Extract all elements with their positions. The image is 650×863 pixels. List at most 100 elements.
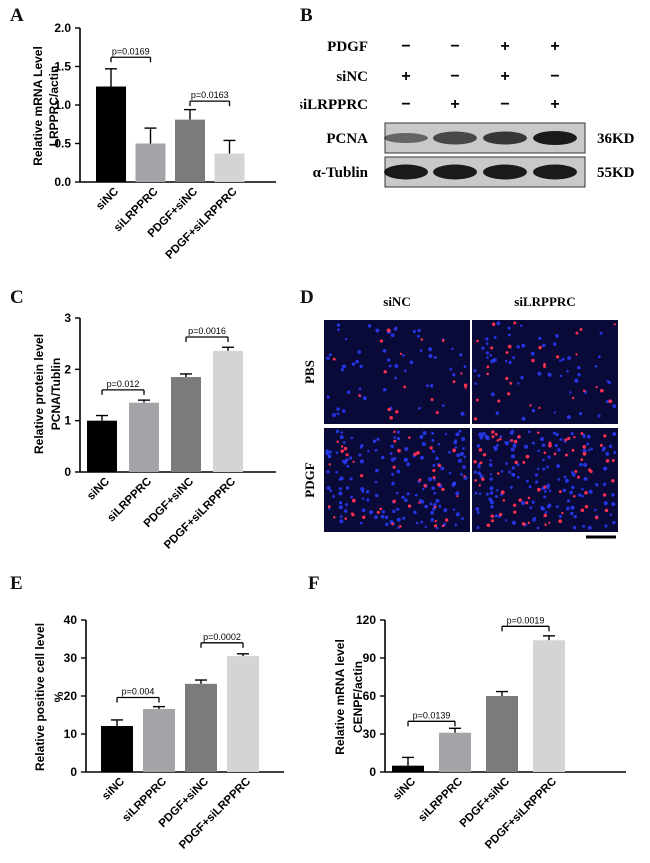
bar <box>486 696 518 772</box>
nucleus-dot <box>475 507 480 511</box>
nucleus-dot <box>406 462 411 467</box>
nucleus-dot <box>336 407 340 411</box>
positive-cell-dot <box>386 328 391 333</box>
positive-cell-dot <box>490 346 494 350</box>
positive-cell-dot <box>392 465 396 469</box>
nucleus-dot <box>529 506 533 510</box>
blot-sign: + <box>500 38 509 55</box>
positive-cell-dot <box>403 385 407 389</box>
nucleus-dot <box>413 510 417 515</box>
positive-cell-dot <box>506 392 511 396</box>
blot-protein-label: α-Tublin <box>313 165 369 181</box>
nucleus-dot <box>326 486 331 491</box>
nucleus-dot <box>516 345 520 349</box>
bar <box>213 350 243 472</box>
nucleus-dot <box>394 364 399 368</box>
positive-cell-dot <box>595 386 598 389</box>
x-tick-label: siNC <box>85 476 112 503</box>
positive-cell-dot <box>490 514 495 518</box>
nucleus-dot <box>489 486 494 491</box>
positive-cell-dot <box>482 453 487 457</box>
nucleus-dot <box>481 432 486 436</box>
positive-cell-dot <box>536 487 541 492</box>
micrograph-row-label: PBS <box>302 360 317 384</box>
x-tick-label: siLRPPRC <box>416 776 465 825</box>
nucleus-dot <box>531 500 535 504</box>
positive-cell-dot <box>441 339 445 342</box>
nucleus-dot <box>533 516 537 520</box>
y-axis-label-secondary: % <box>52 691 66 702</box>
positive-cell-dot <box>567 436 571 441</box>
positive-cell-dot <box>418 478 422 482</box>
nucleus-dot <box>485 436 490 441</box>
positive-cell-dot <box>478 448 483 452</box>
positive-cell-dot <box>392 499 396 504</box>
y-tick-label: 2 <box>64 362 71 376</box>
nucleus-dot <box>435 498 440 503</box>
y-tick-label: 0 <box>70 765 77 779</box>
nucleus-dot <box>396 469 401 474</box>
nucleus-dot <box>419 349 423 352</box>
nucleus-dot <box>535 480 539 484</box>
nucleus-dot <box>349 477 353 481</box>
nucleus-dot <box>343 509 348 513</box>
nucleus-dot <box>547 372 552 377</box>
nucleus-dot <box>455 491 460 496</box>
nucleus-dot <box>612 404 617 409</box>
nucleus-dot <box>542 343 546 348</box>
positive-cell-dot <box>441 524 445 528</box>
positive-cell-dot <box>600 388 604 393</box>
nucleus-dot <box>507 326 511 330</box>
y-tick-label: 1.5 <box>54 60 71 74</box>
nucleus-dot <box>358 387 362 391</box>
nucleus-dot <box>557 448 561 452</box>
nucleus-dot <box>390 333 395 338</box>
y-tick-label: 3 <box>64 311 71 325</box>
nucleus-dot <box>360 486 365 492</box>
positive-cell-dot <box>479 461 483 465</box>
nucleus-dot <box>546 486 550 490</box>
positive-cell-dot <box>582 451 587 456</box>
nucleus-dot <box>520 324 523 327</box>
nucleus-dot <box>368 510 374 515</box>
nucleus-dot <box>603 466 608 471</box>
nucleus-dot <box>477 374 481 378</box>
positive-cell-dot <box>328 463 331 466</box>
positive-cell-dot <box>498 512 503 517</box>
positive-cell-dot <box>544 523 547 526</box>
positive-cell-dot <box>456 495 459 498</box>
nucleus-dot <box>435 456 439 461</box>
nucleus-dot <box>326 470 330 474</box>
positive-cell-dot <box>345 453 349 457</box>
nucleus-dot <box>499 435 503 438</box>
nucleus-dot <box>485 351 489 355</box>
nucleus-dot <box>495 444 499 448</box>
positive-cell-dot <box>376 510 380 514</box>
positive-cell-dot <box>527 496 531 500</box>
micrograph-field <box>324 320 470 424</box>
nucleus-dot <box>567 356 571 360</box>
nucleus-dot <box>452 373 456 377</box>
nucleus-dot <box>577 372 581 377</box>
nucleus-dot <box>385 522 389 527</box>
nucleus-dot <box>523 444 529 449</box>
positive-cell-dot <box>525 501 529 505</box>
positive-cell-dot <box>333 516 336 519</box>
positive-cell-dot <box>486 365 490 369</box>
positive-cell-dot <box>580 458 584 462</box>
nucleus-dot <box>476 526 480 530</box>
nucleus-dot <box>414 493 418 497</box>
blot-band <box>483 131 527 145</box>
positive-cell-dot <box>525 454 530 459</box>
chart-f: 0 30 60 90 120 Relative mRNA level CENPF/actin… <box>333 613 626 852</box>
nucleus-dot <box>452 481 457 486</box>
positive-cell-dot <box>611 479 615 483</box>
positive-cell-dot <box>460 372 463 375</box>
positive-cell-dot <box>486 523 491 528</box>
nucleus-dot <box>392 509 396 514</box>
nucleus-dot <box>555 505 559 509</box>
nucleus-dot <box>339 519 344 524</box>
nucleus-dot <box>594 508 597 512</box>
nucleus-dot <box>516 463 520 467</box>
bar <box>214 153 245 182</box>
